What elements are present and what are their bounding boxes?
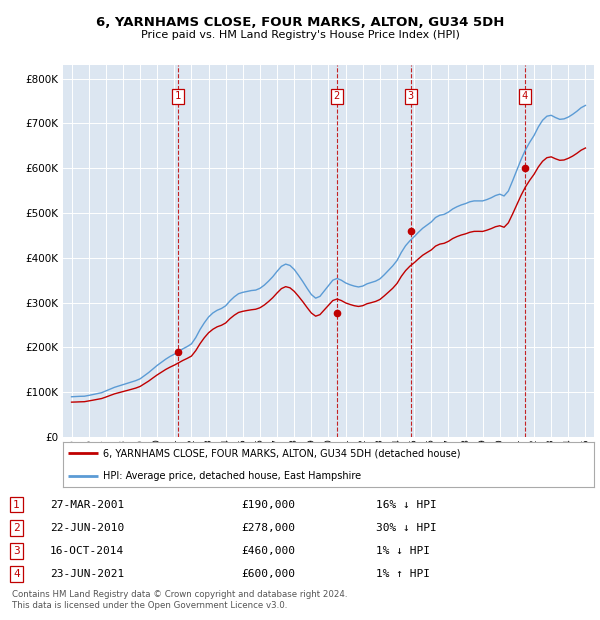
Text: 16% ↓ HPI: 16% ↓ HPI xyxy=(376,500,437,510)
Text: HPI: Average price, detached house, East Hampshire: HPI: Average price, detached house, East… xyxy=(103,471,361,480)
Text: £600,000: £600,000 xyxy=(241,569,295,579)
Text: 6, YARNHAMS CLOSE, FOUR MARKS, ALTON, GU34 5DH (detached house): 6, YARNHAMS CLOSE, FOUR MARKS, ALTON, GU… xyxy=(103,448,460,458)
Text: 1% ↓ HPI: 1% ↓ HPI xyxy=(376,546,430,556)
Text: 23-JUN-2021: 23-JUN-2021 xyxy=(50,569,124,579)
Text: 22-JUN-2010: 22-JUN-2010 xyxy=(50,523,124,533)
Text: 6, YARNHAMS CLOSE, FOUR MARKS, ALTON, GU34 5DH: 6, YARNHAMS CLOSE, FOUR MARKS, ALTON, GU… xyxy=(96,16,504,29)
Text: 3: 3 xyxy=(13,546,20,556)
Text: 30% ↓ HPI: 30% ↓ HPI xyxy=(376,523,437,533)
Text: 1% ↑ HPI: 1% ↑ HPI xyxy=(376,569,430,579)
Text: 16-OCT-2014: 16-OCT-2014 xyxy=(50,546,124,556)
Text: Price paid vs. HM Land Registry's House Price Index (HPI): Price paid vs. HM Land Registry's House … xyxy=(140,30,460,40)
Text: 3: 3 xyxy=(407,92,413,102)
Text: £190,000: £190,000 xyxy=(241,500,295,510)
Text: 2: 2 xyxy=(334,92,340,102)
Text: Contains HM Land Registry data © Crown copyright and database right 2024.
This d: Contains HM Land Registry data © Crown c… xyxy=(12,590,347,609)
Text: £278,000: £278,000 xyxy=(241,523,295,533)
Text: 4: 4 xyxy=(13,569,20,579)
Text: 2: 2 xyxy=(13,523,20,533)
Text: 1: 1 xyxy=(13,500,20,510)
Text: 4: 4 xyxy=(522,92,528,102)
Text: 27-MAR-2001: 27-MAR-2001 xyxy=(50,500,124,510)
Text: 1: 1 xyxy=(175,92,181,102)
Text: £460,000: £460,000 xyxy=(241,546,295,556)
